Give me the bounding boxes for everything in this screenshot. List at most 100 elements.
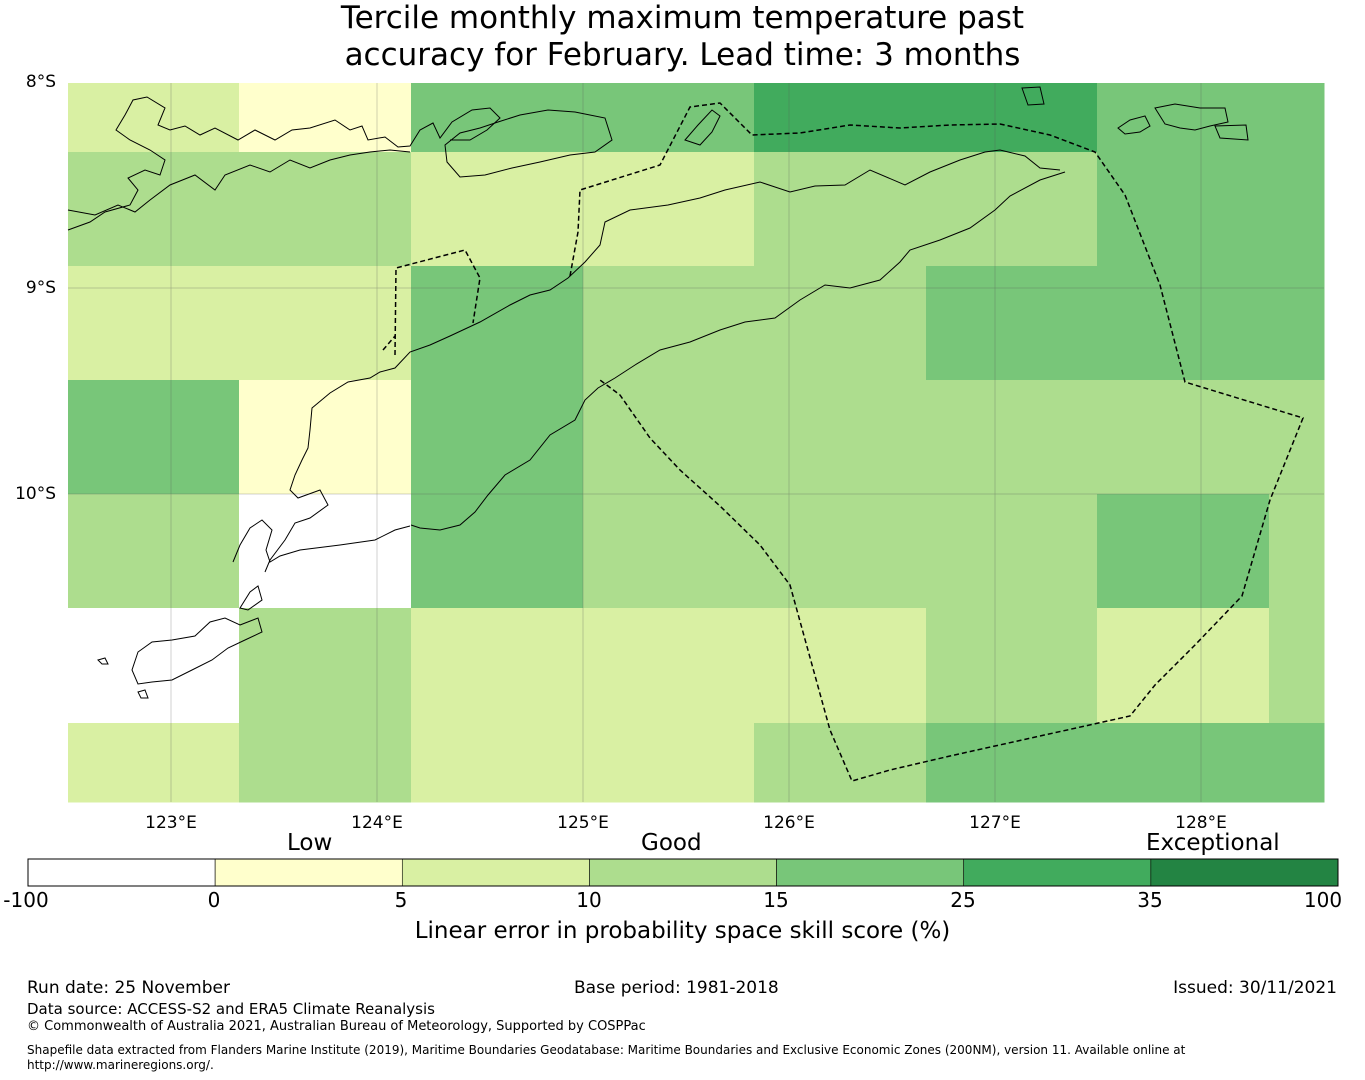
copyright: © Commonwealth of Australia 2021, Austra…	[27, 1019, 646, 1034]
grid-cell	[926, 608, 1098, 724]
grid-cell	[239, 83, 412, 153]
islet-2	[137, 689, 149, 699]
grid-cell	[1269, 494, 1325, 609]
grid-cell	[754, 608, 927, 724]
grid-cell	[1269, 380, 1325, 495]
colorbar-tick: 35	[1137, 888, 1163, 912]
wetar-island	[1021, 86, 1045, 106]
grid-cell	[754, 266, 927, 381]
grid-cell	[1269, 723, 1325, 803]
grid-cell	[926, 266, 1098, 381]
rote-island	[239, 585, 263, 611]
grid-cell	[583, 608, 755, 724]
grid-cell	[926, 723, 1098, 803]
grid-cell	[583, 152, 755, 267]
lat-label-8s: 8°S	[25, 72, 56, 92]
grid-cell	[68, 723, 240, 803]
colorbar-tick: 0	[207, 888, 221, 912]
grid-cell	[1097, 266, 1270, 381]
colorbar-tick: -100	[3, 888, 49, 912]
coastlines	[67, 86, 1249, 699]
grid-cell	[239, 608, 412, 724]
grid-cell	[1097, 723, 1270, 803]
title-line-1: Tercile monthly maximum temperature past	[340, 0, 1025, 36]
grid-cell	[239, 266, 412, 381]
lon-label-128e: 128°E	[1175, 813, 1227, 833]
grid-cell	[926, 494, 1098, 609]
grid-cell	[754, 723, 927, 803]
alor-island	[444, 109, 613, 178]
grid-cell	[754, 380, 927, 495]
colorbar-frame	[27, 858, 1339, 887]
grid-cell	[1269, 608, 1325, 724]
grid-cell	[68, 494, 240, 609]
lon-label-125e: 125°E	[557, 813, 609, 833]
grid-cell	[411, 494, 584, 609]
grid-cell	[1097, 380, 1270, 495]
colorbar-tick: 5	[394, 888, 408, 912]
grid-cell	[411, 266, 584, 381]
grid-cell	[1097, 83, 1270, 153]
colorbar-segment	[589, 858, 777, 887]
grid-cell	[583, 494, 755, 609]
colorbar-segment	[214, 858, 403, 887]
colorbar-tick: 10	[576, 888, 602, 912]
shapefile-credit: Shapefile data extracted from Flanders M…	[27, 1043, 1186, 1057]
flores-south-coast	[67, 149, 411, 216]
colorbar-segment	[776, 858, 965, 887]
grid-cell	[239, 723, 412, 803]
colorbar-segment	[963, 858, 1152, 887]
grid-cell	[68, 380, 240, 495]
colorbar	[27, 858, 1339, 887]
eez-boundary-north	[382, 102, 1305, 782]
colorbar-tick: 100	[1303, 888, 1343, 912]
grid-cell	[754, 83, 927, 153]
lon-label-124e: 124°E	[351, 813, 403, 833]
colorbar-tick: 25	[950, 888, 976, 912]
atauro-island	[684, 109, 721, 146]
grid-cell	[68, 266, 240, 381]
lon-label-126e: 126°E	[763, 813, 815, 833]
grid-cell	[1269, 266, 1325, 381]
title-line-2: accuracy for February. Lead time: 3 mont…	[344, 37, 1021, 73]
lon-label-127e: 127°E	[969, 813, 1021, 833]
lat-label-10s: 10°S	[15, 484, 56, 504]
grid-cell	[411, 83, 584, 153]
base-period: Base period: 1981-2018	[574, 978, 779, 998]
grid-cell	[1269, 83, 1325, 153]
grid-cell	[754, 152, 927, 267]
category-low: Low	[287, 830, 333, 856]
timor-south-coast	[264, 149, 1061, 573]
small-island	[1214, 124, 1249, 141]
shapefile-url: http://www.marineregions.org/.	[27, 1058, 214, 1072]
grid-cell	[411, 380, 584, 495]
category-good: Good	[641, 830, 702, 856]
grid-cell	[411, 608, 584, 724]
sumba-island	[131, 617, 263, 685]
sumba-coast	[232, 519, 411, 563]
colorbar-tick: 15	[763, 888, 789, 912]
grid-cell	[1097, 152, 1270, 267]
grid-cell	[754, 494, 927, 609]
lon-label-123e: 123°E	[145, 813, 197, 833]
grid-cell	[239, 152, 412, 267]
lat-label-9s: 9°S	[25, 278, 56, 298]
babar-island	[1154, 103, 1229, 131]
data-source: Data source: ACCESS-S2 and ERA5 Climate …	[27, 1000, 435, 1018]
grid-cell	[239, 380, 412, 495]
colorbar-label: Linear error in probability space skill …	[414, 918, 951, 944]
grid-cell	[1269, 152, 1325, 267]
flores-coastline	[67, 96, 501, 231]
issued-date: Issued: 30/11/2021	[1173, 978, 1337, 998]
run-date: Run date: 25 November	[27, 978, 230, 998]
grid-cell	[583, 723, 755, 803]
maritime-boundaries	[382, 102, 1305, 782]
grid-cell	[239, 494, 412, 609]
chart-title: Tercile monthly maximum temperature past…	[0, 0, 1365, 74]
grid-cell	[583, 83, 755, 153]
grid-cell	[68, 608, 240, 724]
grid-cell	[926, 380, 1098, 495]
colorbar-segment	[1150, 858, 1339, 887]
grid-cell	[583, 380, 755, 495]
grid-cell	[411, 152, 584, 267]
